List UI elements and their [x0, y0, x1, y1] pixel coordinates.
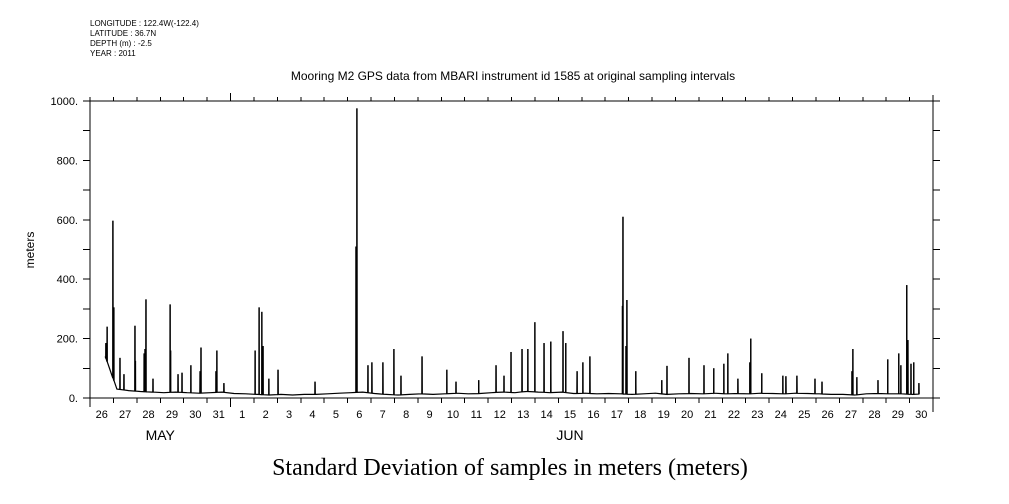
- x-tick-label: 9: [426, 409, 432, 421]
- x-tick-label: 27: [845, 409, 857, 421]
- year-label: YEAR : 2011: [90, 49, 136, 58]
- x-tick-label: 19: [658, 409, 670, 421]
- header-info: LONGITUDE : 122.4W(-122.4) LATITUDE : 36…: [90, 19, 199, 59]
- x-tick-label: 26: [96, 409, 108, 421]
- x-tick-label: 29: [166, 409, 178, 421]
- data-line: [104, 108, 920, 396]
- x-tick-label: 30: [915, 409, 927, 421]
- x-tick-label: 1: [239, 409, 245, 421]
- latitude-label: LATITUDE : 36.7N: [90, 29, 157, 38]
- x-tick-label: 16: [587, 409, 599, 421]
- x-tick-label: 17: [611, 409, 623, 421]
- month-label: JUN: [556, 427, 583, 443]
- y-axis-label: meters: [23, 232, 37, 269]
- x-tick-label: 30: [189, 409, 201, 421]
- x-tick-label: 7: [380, 409, 386, 421]
- x-tick-label: 15: [564, 409, 576, 421]
- x-tick-label: 2: [263, 409, 269, 421]
- x-tick-label: 29: [892, 409, 904, 421]
- x-tick-label: 24: [775, 409, 787, 421]
- y-tick-label: 600.: [57, 215, 78, 227]
- y-tick-label: 800.: [57, 155, 78, 167]
- x-tick-label: 8: [403, 409, 409, 421]
- x-tick-label: 11: [471, 409, 482, 421]
- x-tick-label: 26: [822, 409, 834, 421]
- x-tick-label: 31: [213, 409, 225, 421]
- data-series: [104, 108, 920, 396]
- y-tick-label: 0.: [69, 393, 78, 405]
- chart-title: Mooring M2 GPS data from MBARI instrumen…: [291, 69, 735, 83]
- x-tick-label: 6: [356, 409, 362, 421]
- x-tick-label: 21: [704, 409, 716, 421]
- x-tick-label: 3: [286, 409, 292, 421]
- x-tick-label: 23: [751, 409, 763, 421]
- y-tick-label: 1000.: [50, 96, 78, 108]
- x-tick-label: 13: [517, 409, 529, 421]
- x-tick-label: 22: [728, 409, 740, 421]
- x-tick-label: 25: [798, 409, 810, 421]
- y-tick-label: 200.: [57, 334, 78, 346]
- x-tick-label: 20: [681, 409, 693, 421]
- x-tick-label: 12: [494, 409, 506, 421]
- x-tick-label: 28: [142, 409, 154, 421]
- x-tick-label: 18: [634, 409, 646, 421]
- depth-label: DEPTH (m) : -2.5: [90, 39, 152, 48]
- longitude-label: LONGITUDE : 122.4W(-122.4): [90, 19, 199, 28]
- x-tick-label: 10: [447, 409, 459, 421]
- axes: 0.200.400.600.800.1000.26 27 28 29 30 31 1 2 3 4 5…: [50, 93, 940, 443]
- y-tick-label: 400.: [57, 274, 78, 286]
- x-tick-label: 14: [541, 409, 553, 421]
- month-label: MAY: [146, 427, 176, 443]
- x-tick-label: 4: [309, 409, 315, 421]
- x-tick-label: 5: [333, 409, 339, 421]
- x-tick-label: 28: [868, 409, 880, 421]
- x-tick-label: 27: [119, 409, 131, 421]
- x-axis-title: Standard Deviation of samples in meters …: [272, 455, 748, 481]
